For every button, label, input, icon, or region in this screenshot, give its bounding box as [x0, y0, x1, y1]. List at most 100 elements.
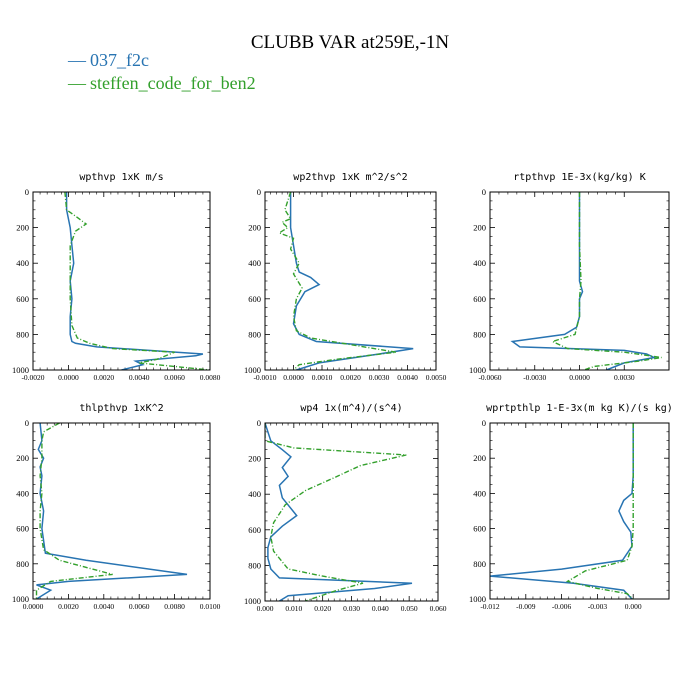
xtick-label: 0.0080 [164, 602, 185, 611]
xtick-label: -0.0020 [21, 373, 44, 382]
xtick-label: 0.0030 [369, 373, 390, 382]
xtick-label: 0.0040 [397, 373, 418, 382]
panel-1: wp2thvp 1xK m^2/s^2 -0.0010 0.0000 0.0010 0.… [244, 172, 447, 382]
ytick-label: 200 [248, 223, 261, 233]
ytick-label: 400 [16, 488, 29, 498]
xtick-label: 0.0030 [614, 373, 635, 382]
xtick-label: -0.0010 [253, 373, 276, 382]
xtick-label: 0.0040 [129, 373, 150, 382]
ytick-label: 200 [473, 223, 486, 233]
xtick-label: 0.0000 [23, 602, 44, 611]
ytick-label: 200 [16, 223, 29, 233]
panel-2: rtpthvp 1E-3x(kg/kg) K -0.0060 -0.0030 0.00… [469, 172, 670, 382]
ytick-label: 600 [473, 524, 486, 534]
xtick-label: 0.0100 [200, 602, 221, 611]
ytick-label: 800 [248, 329, 261, 339]
xtick-label: -0.012 [480, 602, 500, 611]
ytick-label: 1000 [12, 365, 29, 375]
ytick-label: 0 [25, 418, 29, 428]
ytick-label: 200 [248, 454, 261, 464]
ytick-label: 0 [257, 418, 261, 428]
series-line-1 [277, 192, 397, 370]
ytick-label: 800 [16, 329, 29, 339]
panel-4: wp4 1x(m^4)/(s^4) 0.000 0.010 0.020 0.030 0.0… [244, 403, 447, 613]
series-line-1 [550, 192, 662, 370]
panel-title-5: wprtpthlp 1-E-3x(m kg K)/(s kg) [486, 403, 673, 414]
plot-frame [32, 422, 211, 600]
ytick-label: 0 [482, 418, 486, 428]
ytick-label: 600 [16, 294, 29, 304]
xtick-label: -0.006 [552, 602, 572, 611]
xtick-label: 0.030 [343, 604, 360, 613]
ytick-label: 400 [16, 258, 29, 268]
panels: wpthvp 1xK m/s-0.0020 0.0000 0.0020 0.0040 0… [12, 172, 673, 613]
legend: — 037_f2c — steffen_code_for_ben2 [67, 50, 256, 93]
figure-title: CLUBB VAR at259E,-1N [251, 32, 450, 53]
ytick-label: 600 [248, 294, 261, 304]
ytick-label: 800 [473, 559, 486, 569]
xtick-label: 0.060 [430, 604, 447, 613]
ytick-label: 200 [16, 453, 29, 463]
series-line-0 [65, 192, 204, 370]
legend-label-0: 037_f2c [90, 50, 149, 70]
xtick-label: 0.0060 [164, 373, 185, 382]
xtick-label: 0.0080 [200, 373, 221, 382]
ytick-label: 1000 [469, 365, 486, 375]
panel-title-2: rtpthvp 1E-3x(kg/kg) K [513, 172, 645, 183]
xtick-label: 0.0000 [569, 373, 590, 382]
series-line-0 [510, 192, 657, 370]
panel-title-1: wp2thvp 1xK m^2/s^2 [293, 172, 407, 183]
ytick-label: 400 [473, 258, 486, 268]
ytick-label: 800 [473, 329, 486, 339]
ytick-label: 800 [248, 560, 261, 570]
xtick-label: 0.0040 [93, 602, 114, 611]
series-line-0 [265, 423, 413, 601]
xtick-label: 0.0050 [426, 373, 447, 382]
panel-0: wpthvp 1xK m/s -0.0020 0.0000 0.0020 0.0040 0… [12, 172, 221, 382]
legend-item-0: — 037_f2c [67, 50, 149, 70]
series-line-0 [490, 423, 634, 599]
xtick-label: -0.0060 [478, 373, 501, 382]
ytick-label: 600 [16, 524, 29, 534]
xtick-label: 0.0020 [58, 602, 79, 611]
ytick-label: 400 [473, 488, 486, 498]
series-line-1 [64, 192, 210, 370]
xtick-label: 0.0060 [129, 602, 150, 611]
xtick-label: -0.0030 [523, 373, 546, 382]
ytick-label: 200 [473, 453, 486, 463]
xtick-label: 0.0020 [93, 373, 114, 382]
ytick-label: 0 [482, 187, 486, 197]
plot-frame [32, 191, 211, 371]
ytick-label: 1000 [469, 594, 486, 604]
series-line-0 [289, 192, 414, 370]
panel-5: wprtpthlp 1-E-3x(m kg K)/(s kg) -0.012 -0.… [469, 403, 673, 611]
ytick-label: 1000 [244, 596, 261, 606]
legend-marker-0: — [67, 50, 87, 70]
xtick-label: 0.0000 [58, 373, 79, 382]
legend-label-1: steffen_code_for_ben2 [90, 73, 256, 93]
ytick-label: 600 [248, 525, 261, 535]
xtick-label: 0.0010 [312, 373, 333, 382]
series-line-1 [265, 423, 407, 601]
ytick-label: 0 [25, 187, 29, 197]
panel-3: thlpthvp 1xK^2 0.0000 0.0020 0.0040 0.0060 0.… [12, 403, 221, 611]
plot-frame [264, 191, 437, 371]
ytick-label: 400 [248, 489, 261, 499]
plot-frame [264, 422, 439, 602]
xtick-label: 0.040 [372, 604, 389, 613]
plot-frame [489, 422, 670, 600]
xtick-label: 0.0000 [283, 373, 304, 382]
xtick-label: -0.003 [588, 602, 608, 611]
xtick-label: 0.0020 [340, 373, 361, 382]
xtick-label: -0.009 [516, 602, 536, 611]
xtick-label: 0.020 [314, 604, 331, 613]
xtick-label: 0.000 [257, 604, 274, 613]
ytick-label: 600 [473, 294, 486, 304]
panel-title-4: wp4 1x(m^4)/(s^4) [300, 403, 402, 414]
ytick-label: 400 [248, 258, 261, 268]
legend-item-1: — steffen_code_for_ben2 [67, 73, 256, 93]
ytick-label: 800 [16, 559, 29, 569]
xtick-label: 0.000 [625, 602, 642, 611]
ytick-label: 0 [257, 187, 261, 197]
